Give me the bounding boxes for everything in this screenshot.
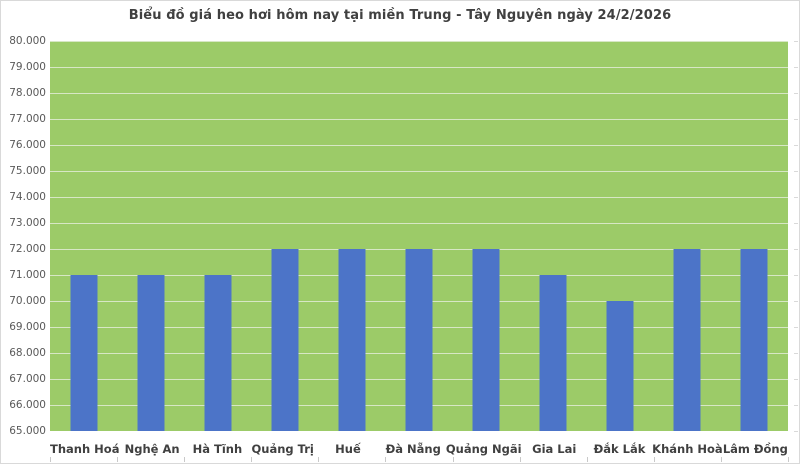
y-axis-label: 71.000: [9, 269, 46, 281]
bar-cell: [587, 41, 654, 431]
right-edge-tick: [794, 379, 798, 380]
x-axis-labels: Thanh Hoá Nghệ An Hà Tĩnh Quảng Trị Huế Đà Nẵ…: [50, 442, 788, 456]
bar: [271, 249, 299, 431]
right-edge-tick: [794, 301, 798, 302]
x-axis-label: Huế: [335, 442, 361, 456]
y-axis-label: 65.000: [9, 425, 46, 437]
y-axis-label: 70.000: [9, 295, 46, 307]
y-axis-label: 75.000: [9, 165, 46, 177]
bar: [606, 301, 634, 431]
x-axis-label: Đắk Lắk: [593, 442, 646, 456]
gridline: [50, 145, 788, 146]
x-axis-label: Quảng Trị: [251, 442, 314, 456]
gridline: [50, 171, 788, 172]
bar: [673, 249, 701, 431]
x-axis-label: Nghệ An: [124, 442, 180, 456]
y-axis-label: 79.000: [9, 61, 46, 73]
right-edge-tick: [794, 405, 798, 406]
bar: [740, 249, 768, 431]
bar-cell: [453, 41, 520, 431]
gridline: [50, 41, 788, 42]
x-axis-tick: [385, 457, 387, 462]
x-axis-label: Lâm Đồng: [722, 442, 788, 456]
gridline: [50, 197, 788, 198]
bar-cell: [117, 41, 184, 431]
x-axis-label: Đà Nẵng: [385, 442, 441, 456]
gridline: [50, 223, 788, 224]
bar-cell: [721, 41, 788, 431]
x-axis-tick: [184, 457, 186, 462]
x-axis-tick: [519, 457, 521, 462]
x-axis-label: Thanh Hoá: [50, 442, 120, 456]
right-edge-tick: [794, 145, 798, 146]
right-edge-tick: [794, 431, 798, 432]
right-edge-tick: [794, 275, 798, 276]
right-edge-tick: [794, 327, 798, 328]
y-axis-label: 74.000: [9, 191, 46, 203]
x-axis-tick: [452, 457, 454, 462]
gridline: [50, 119, 788, 120]
y-axis-label: 68.000: [9, 347, 46, 359]
right-edge-tick: [794, 67, 798, 68]
right-edge-tick: [794, 119, 798, 120]
bar-cell: [520, 41, 587, 431]
x-axis-label: Quảng Ngãi: [445, 442, 522, 456]
x-axis-label: Gia Lai: [532, 442, 577, 456]
right-edge-tick: [794, 197, 798, 198]
bar: [338, 249, 366, 431]
bar-cell: [251, 41, 318, 431]
plot-area: [50, 41, 788, 431]
x-axis-tick: [653, 457, 655, 462]
gridline: [50, 93, 788, 94]
bar-cell: [50, 41, 117, 431]
bar: [137, 275, 165, 431]
bar: [405, 249, 433, 431]
y-axis-label: 80.000: [9, 35, 46, 47]
right-edge-tick: [794, 223, 798, 224]
y-axis-label: 66.000: [9, 399, 46, 411]
right-edge-tick: [794, 249, 798, 250]
gridline: [50, 67, 788, 68]
x-axis-label: Khánh Hoà: [652, 442, 723, 456]
x-axis-tick: [586, 457, 588, 462]
right-edge-tick: [794, 353, 798, 354]
right-edge-tick: [794, 93, 798, 94]
y-axis-label: 78.000: [9, 87, 46, 99]
bar: [204, 275, 232, 431]
bar: [539, 275, 567, 431]
x-axis-tick: [720, 457, 722, 462]
bar-cell: [318, 41, 385, 431]
x-axis-tick: [788, 457, 789, 462]
x-axis-label: Hà Tĩnh: [192, 442, 243, 456]
bar-cell: [654, 41, 721, 431]
right-edge-tick: [794, 171, 798, 172]
x-axis-tick: [117, 457, 119, 462]
bar: [472, 249, 500, 431]
y-axis-label: 72.000: [9, 243, 46, 255]
x-axis-tick: [50, 457, 51, 462]
bar-cell: [184, 41, 251, 431]
chart-title: Biểu đồ giá heo hơi hôm nay tại miền Tru…: [128, 8, 672, 23]
bar-cell: [385, 41, 452, 431]
y-axis-label: 73.000: [9, 217, 46, 229]
x-axis-tick: [318, 457, 320, 462]
y-axis-label: 77.000: [9, 113, 46, 125]
y-axis-label: 76.000: [9, 139, 46, 151]
bar: [70, 275, 98, 431]
y-axis-label: 69.000: [9, 321, 46, 333]
right-edge-tick: [794, 41, 798, 42]
bars-container: [50, 41, 788, 431]
x-axis-tick: [251, 457, 253, 462]
y-axis-label: 67.000: [9, 373, 46, 385]
